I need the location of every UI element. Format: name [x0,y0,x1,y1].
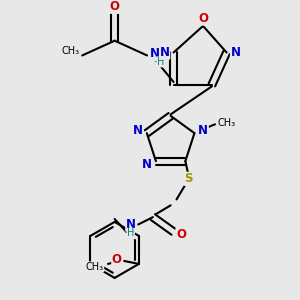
Text: O: O [176,228,186,241]
Text: N: N [126,218,136,231]
Text: N: N [198,124,208,137]
Text: N: N [160,46,170,59]
Text: CH₃: CH₃ [218,118,236,128]
Text: H: H [157,57,164,67]
Text: N: N [142,158,152,171]
Text: O: O [110,0,120,13]
Text: S: S [184,172,193,185]
Text: N: N [133,124,143,137]
Text: N: N [149,47,159,61]
Text: H: H [127,228,134,238]
Text: O: O [198,12,208,25]
Text: N: N [230,46,240,59]
Text: CH₃: CH₃ [61,46,80,56]
Text: CH₃: CH₃ [85,262,104,272]
Text: O: O [112,253,122,266]
